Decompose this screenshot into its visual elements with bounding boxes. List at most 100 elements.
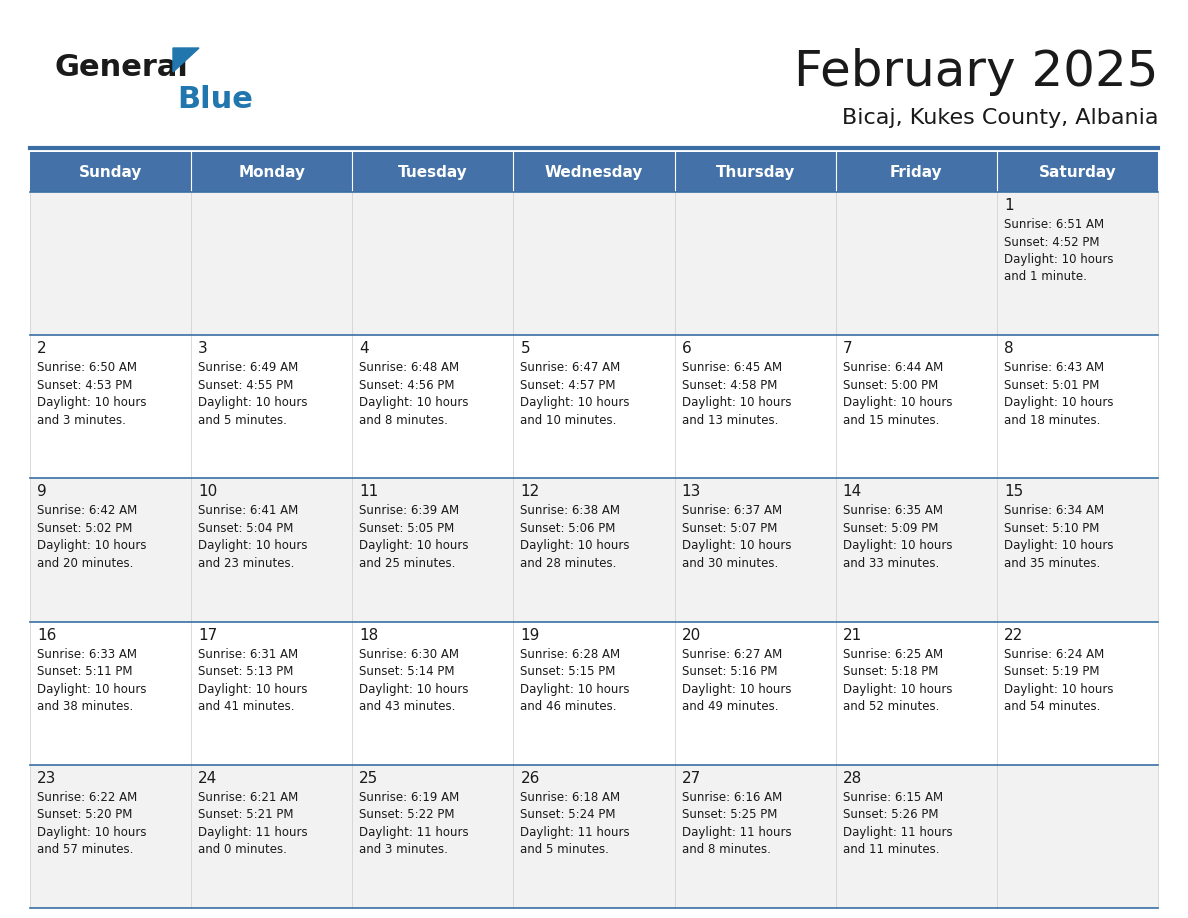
Text: Sunset: 5:19 PM: Sunset: 5:19 PM — [1004, 666, 1099, 678]
Text: Sunrise: 6:34 AM: Sunrise: 6:34 AM — [1004, 504, 1104, 518]
Text: Sunset: 5:15 PM: Sunset: 5:15 PM — [520, 666, 615, 678]
Bar — [191, 621, 353, 765]
Text: 20: 20 — [682, 628, 701, 643]
Bar — [997, 152, 1158, 192]
Text: 25: 25 — [359, 771, 379, 786]
Text: Saturday: Saturday — [1038, 164, 1117, 180]
Text: 12: 12 — [520, 485, 539, 499]
Text: February 2025: February 2025 — [794, 48, 1158, 96]
Text: Sunset: 5:14 PM: Sunset: 5:14 PM — [359, 666, 455, 678]
Text: Sunrise: 6:42 AM: Sunrise: 6:42 AM — [37, 504, 138, 518]
Text: General: General — [55, 53, 189, 83]
Polygon shape — [173, 48, 200, 72]
Text: Sunrise: 6:35 AM: Sunrise: 6:35 AM — [842, 504, 943, 518]
Text: Sunrise: 6:44 AM: Sunrise: 6:44 AM — [842, 361, 943, 375]
Text: Sunrise: 6:16 AM: Sunrise: 6:16 AM — [682, 790, 782, 804]
Text: Sunrise: 6:30 AM: Sunrise: 6:30 AM — [359, 647, 460, 661]
Text: Sunset: 5:22 PM: Sunset: 5:22 PM — [359, 809, 455, 822]
Text: 3: 3 — [198, 341, 208, 356]
Bar — [997, 621, 1158, 765]
Text: Daylight: 10 hours: Daylight: 10 hours — [37, 826, 146, 839]
Text: Sunrise: 6:38 AM: Sunrise: 6:38 AM — [520, 504, 620, 518]
Text: and 20 minutes.: and 20 minutes. — [37, 557, 133, 570]
Text: and 54 minutes.: and 54 minutes. — [1004, 700, 1100, 713]
Bar — [835, 335, 997, 478]
Text: 14: 14 — [842, 485, 862, 499]
Text: 16: 16 — [37, 628, 56, 643]
Text: Sunrise: 6:19 AM: Sunrise: 6:19 AM — [359, 790, 460, 804]
Text: and 5 minutes.: and 5 minutes. — [198, 414, 287, 427]
Text: 9: 9 — [37, 485, 46, 499]
Text: Sunrise: 6:27 AM: Sunrise: 6:27 AM — [682, 647, 782, 661]
Text: and 5 minutes.: and 5 minutes. — [520, 844, 609, 856]
Text: Sunset: 5:24 PM: Sunset: 5:24 PM — [520, 809, 615, 822]
Text: Monday: Monday — [239, 164, 305, 180]
Text: and 0 minutes.: and 0 minutes. — [198, 844, 287, 856]
Text: Daylight: 10 hours: Daylight: 10 hours — [37, 397, 146, 409]
Bar — [353, 152, 513, 192]
Text: Sunset: 5:00 PM: Sunset: 5:00 PM — [842, 379, 939, 392]
Text: and 8 minutes.: and 8 minutes. — [682, 844, 771, 856]
Bar — [513, 192, 675, 335]
Text: Sunset: 5:13 PM: Sunset: 5:13 PM — [198, 666, 293, 678]
Text: 5: 5 — [520, 341, 530, 356]
Bar — [997, 335, 1158, 478]
Bar — [675, 152, 835, 192]
Text: and 43 minutes.: and 43 minutes. — [359, 700, 456, 713]
Bar — [30, 192, 191, 335]
Text: and 13 minutes.: and 13 minutes. — [682, 414, 778, 427]
Text: 21: 21 — [842, 628, 862, 643]
Text: Sunrise: 6:45 AM: Sunrise: 6:45 AM — [682, 361, 782, 375]
Bar — [191, 152, 353, 192]
Text: 28: 28 — [842, 771, 862, 786]
Text: Daylight: 10 hours: Daylight: 10 hours — [359, 683, 469, 696]
Bar — [675, 621, 835, 765]
Text: Sunset: 5:07 PM: Sunset: 5:07 PM — [682, 522, 777, 535]
Text: and 15 minutes.: and 15 minutes. — [842, 414, 939, 427]
Text: and 49 minutes.: and 49 minutes. — [682, 700, 778, 713]
Text: Daylight: 10 hours: Daylight: 10 hours — [198, 540, 308, 553]
Bar — [30, 478, 191, 621]
Text: Sunset: 5:18 PM: Sunset: 5:18 PM — [842, 666, 939, 678]
Text: 8: 8 — [1004, 341, 1013, 356]
Bar — [353, 335, 513, 478]
Bar — [513, 335, 675, 478]
Text: 24: 24 — [198, 771, 217, 786]
Text: 18: 18 — [359, 628, 379, 643]
Text: Daylight: 10 hours: Daylight: 10 hours — [1004, 253, 1113, 266]
Text: and 52 minutes.: and 52 minutes. — [842, 700, 939, 713]
Text: and 57 minutes.: and 57 minutes. — [37, 844, 133, 856]
Bar — [513, 765, 675, 908]
Text: Sunrise: 6:37 AM: Sunrise: 6:37 AM — [682, 504, 782, 518]
Text: Sunrise: 6:25 AM: Sunrise: 6:25 AM — [842, 647, 943, 661]
Text: Sunset: 5:16 PM: Sunset: 5:16 PM — [682, 666, 777, 678]
Text: Sunrise: 6:22 AM: Sunrise: 6:22 AM — [37, 790, 138, 804]
Text: Sunrise: 6:51 AM: Sunrise: 6:51 AM — [1004, 218, 1104, 231]
Text: and 35 minutes.: and 35 minutes. — [1004, 557, 1100, 570]
Text: Sunset: 5:04 PM: Sunset: 5:04 PM — [198, 522, 293, 535]
Text: Daylight: 10 hours: Daylight: 10 hours — [842, 397, 953, 409]
Text: Sunset: 4:55 PM: Sunset: 4:55 PM — [198, 379, 293, 392]
Text: Friday: Friday — [890, 164, 942, 180]
Text: and 38 minutes.: and 38 minutes. — [37, 700, 133, 713]
Text: Sunset: 5:25 PM: Sunset: 5:25 PM — [682, 809, 777, 822]
Bar — [191, 478, 353, 621]
Text: Daylight: 10 hours: Daylight: 10 hours — [520, 397, 630, 409]
Text: Sunset: 5:01 PM: Sunset: 5:01 PM — [1004, 379, 1099, 392]
Text: Sunset: 5:02 PM: Sunset: 5:02 PM — [37, 522, 132, 535]
Text: Daylight: 10 hours: Daylight: 10 hours — [198, 397, 308, 409]
Text: Sunrise: 6:18 AM: Sunrise: 6:18 AM — [520, 790, 620, 804]
Text: 19: 19 — [520, 628, 539, 643]
Text: Daylight: 11 hours: Daylight: 11 hours — [842, 826, 953, 839]
Text: Sunset: 4:58 PM: Sunset: 4:58 PM — [682, 379, 777, 392]
Text: Daylight: 10 hours: Daylight: 10 hours — [37, 683, 146, 696]
Text: Daylight: 10 hours: Daylight: 10 hours — [359, 397, 469, 409]
Bar — [191, 765, 353, 908]
Bar — [30, 152, 191, 192]
Text: Sunset: 5:05 PM: Sunset: 5:05 PM — [359, 522, 455, 535]
Text: 26: 26 — [520, 771, 539, 786]
Text: 7: 7 — [842, 341, 852, 356]
Text: Daylight: 10 hours: Daylight: 10 hours — [842, 540, 953, 553]
Bar — [513, 478, 675, 621]
Text: and 8 minutes.: and 8 minutes. — [359, 414, 448, 427]
